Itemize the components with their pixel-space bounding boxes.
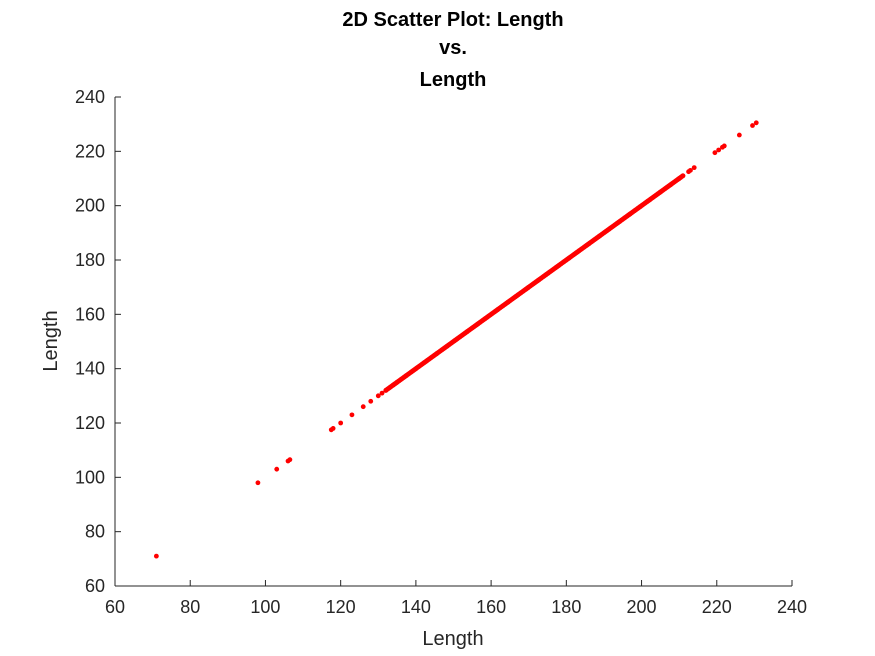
chart-title: 2D Scatter Plot: Length vs. Length — [342, 9, 563, 91]
data-point — [716, 147, 722, 153]
y-axis-label: Length — [40, 310, 62, 371]
y-axis-ticks: 60 80 100 120 140 160 180 200 220 240 — [75, 87, 121, 596]
y-tick-label: 80 — [85, 522, 105, 542]
data-point — [712, 150, 718, 156]
x-tick-label: 180 — [551, 597, 581, 617]
x-tick-label: 160 — [476, 597, 506, 617]
x-tick-label: 120 — [326, 597, 356, 617]
x-tick-label: 140 — [401, 597, 431, 617]
data-point — [368, 398, 374, 404]
x-tick-label: 220 — [702, 597, 732, 617]
chart-title-line-2: vs. — [439, 37, 467, 59]
data-point — [390, 382, 396, 388]
y-tick-label: 140 — [75, 359, 105, 379]
x-tick-label: 60 — [105, 597, 125, 617]
data-point — [360, 404, 366, 410]
y-tick-label: 100 — [75, 467, 105, 487]
data-point — [338, 420, 344, 426]
y-tick-label: 160 — [75, 304, 105, 324]
data-point — [153, 553, 159, 559]
y-tick-label: 200 — [75, 196, 105, 216]
data-point — [688, 167, 693, 173]
data-point — [691, 165, 697, 171]
data-point — [379, 390, 385, 396]
data-point — [736, 132, 742, 138]
x-axis-label: Length — [422, 628, 483, 650]
data-point — [676, 176, 682, 181]
data-point — [287, 457, 293, 463]
y-tick-label: 220 — [75, 141, 105, 161]
y-tick-label: 60 — [85, 576, 105, 596]
data-point — [394, 379, 400, 385]
data-point — [753, 120, 759, 126]
x-tick-label: 100 — [250, 597, 280, 617]
data-point — [721, 143, 727, 149]
y-tick-label: 240 — [75, 87, 105, 107]
y-tick-label: 120 — [75, 413, 105, 433]
x-axis-ticks: 60 80 100 120 140 160 180 200 220 240 — [105, 580, 807, 617]
chart-title-line-3: Length — [420, 69, 487, 91]
y-tick-label: 180 — [75, 250, 105, 270]
data-points — [153, 120, 759, 559]
plot-area — [114, 97, 792, 587]
data-point — [330, 426, 336, 431]
data-point — [255, 480, 261, 486]
data-point — [750, 123, 755, 128]
data-point — [383, 388, 389, 393]
data-point — [349, 412, 355, 418]
x-tick-label: 240 — [777, 597, 807, 617]
data-point — [274, 466, 280, 472]
chart-title-line-1: 2D Scatter Plot: Length — [342, 9, 563, 31]
data-point — [387, 385, 392, 391]
data-point — [375, 393, 381, 399]
data-point — [680, 173, 686, 179]
x-tick-label: 200 — [627, 597, 657, 617]
x-tick-label: 80 — [180, 597, 200, 617]
